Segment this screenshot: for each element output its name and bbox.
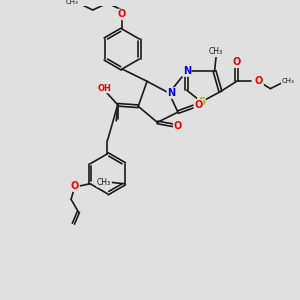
Text: CH₃: CH₃: [97, 178, 111, 187]
Text: O: O: [232, 57, 241, 67]
Text: O: O: [118, 9, 126, 20]
Text: O: O: [174, 121, 182, 131]
Text: N: N: [183, 66, 191, 76]
Text: O: O: [71, 181, 79, 191]
Text: S: S: [198, 97, 205, 107]
Text: O: O: [194, 100, 202, 110]
Text: OH: OH: [97, 84, 111, 93]
Text: N: N: [167, 88, 175, 98]
Text: CH₃: CH₃: [66, 0, 79, 5]
Text: O: O: [255, 76, 263, 86]
Text: CH₃: CH₃: [209, 47, 223, 56]
Text: CH₃: CH₃: [282, 78, 294, 84]
